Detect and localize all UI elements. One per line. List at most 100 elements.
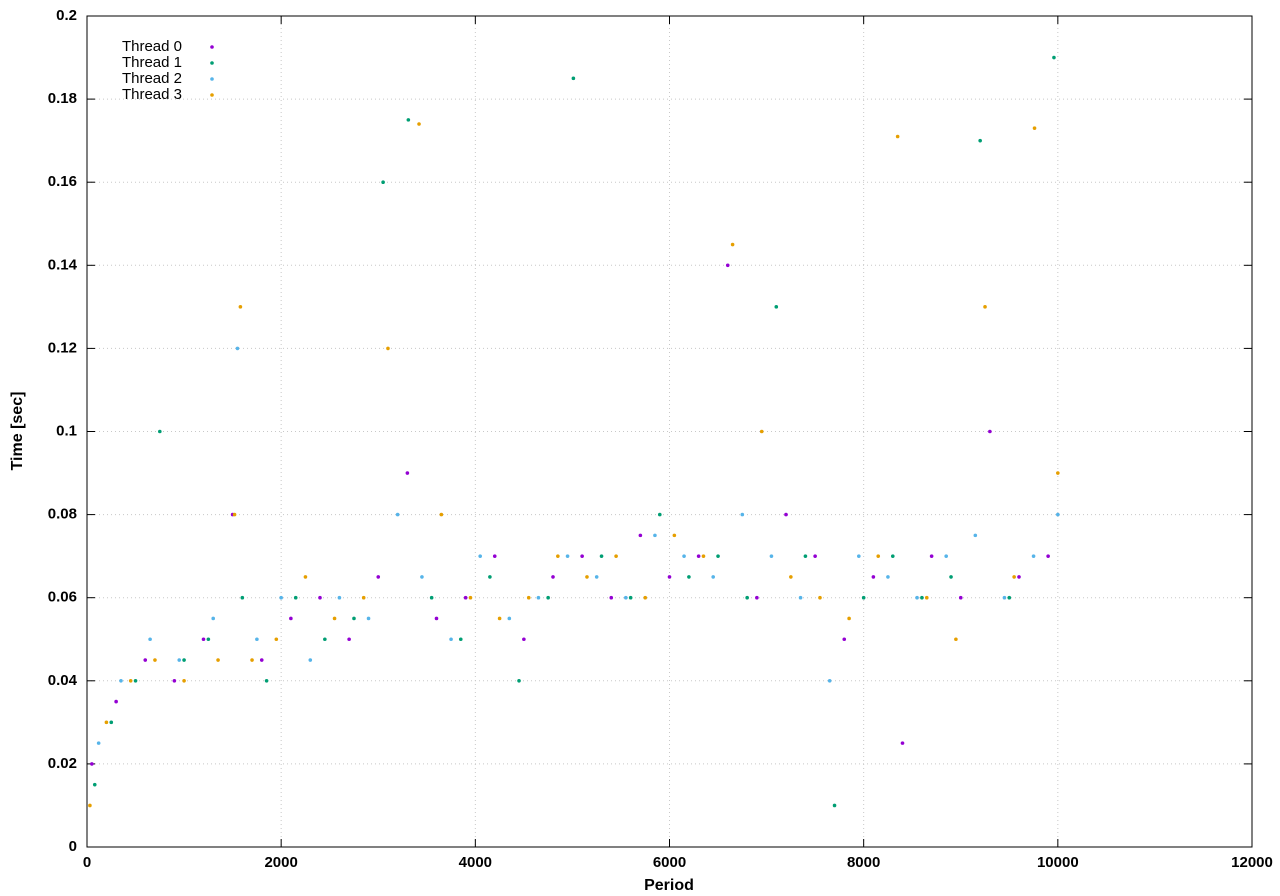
point	[153, 658, 157, 662]
legend-marker	[210, 93, 214, 97]
point	[232, 512, 237, 517]
point	[696, 554, 701, 558]
point	[109, 720, 114, 725]
point	[599, 554, 604, 558]
point	[255, 637, 259, 642]
y-tick-label: 0.12	[48, 339, 77, 356]
point	[114, 699, 118, 704]
point	[439, 512, 444, 517]
x-tick-label: 2000	[264, 854, 297, 871]
point	[182, 679, 186, 683]
point	[488, 575, 492, 579]
point	[886, 575, 890, 579]
point	[672, 533, 677, 538]
series	[90, 263, 1050, 766]
point	[701, 554, 706, 558]
point	[517, 679, 521, 683]
point	[318, 595, 322, 600]
x-tick-label: 6000	[653, 854, 686, 871]
series	[88, 122, 1060, 808]
y-tick-label: 0.08	[48, 506, 77, 523]
point	[274, 637, 279, 642]
point	[847, 616, 851, 621]
point	[958, 595, 963, 600]
point	[264, 679, 269, 683]
point	[434, 616, 439, 621]
point	[240, 595, 245, 600]
point	[1017, 575, 1021, 579]
point	[238, 305, 243, 309]
point	[609, 595, 614, 600]
point	[417, 122, 421, 126]
point	[119, 679, 123, 683]
y-tick-label: 0	[69, 838, 77, 855]
x-tick-label: 4000	[459, 854, 492, 871]
point	[832, 803, 837, 808]
point	[289, 616, 293, 621]
point	[1012, 575, 1016, 579]
point	[725, 263, 730, 268]
point	[687, 575, 691, 579]
y-tick-label: 0.16	[48, 173, 77, 190]
legend-label: Thread 0	[122, 38, 182, 55]
point	[594, 575, 599, 579]
x-tick-label: 0	[83, 854, 91, 871]
point	[497, 616, 502, 621]
point	[565, 554, 570, 558]
point	[784, 512, 788, 517]
point	[90, 762, 94, 766]
x-tick-label: 10000	[1037, 854, 1079, 871]
point	[104, 720, 109, 725]
point	[1046, 554, 1050, 558]
point	[405, 471, 410, 475]
point	[507, 616, 512, 621]
legend-label: Thread 1	[122, 54, 182, 71]
point	[259, 658, 264, 662]
point	[973, 533, 978, 538]
point	[711, 575, 715, 579]
point	[890, 554, 895, 558]
point	[929, 554, 934, 558]
point	[536, 595, 541, 600]
point	[182, 658, 186, 662]
point	[571, 76, 576, 81]
point	[861, 595, 866, 600]
legend-marker	[210, 45, 214, 49]
point	[395, 512, 400, 517]
legend-label: Thread 2	[122, 70, 182, 87]
point	[682, 554, 686, 558]
point	[337, 595, 342, 600]
point	[250, 658, 254, 662]
point	[88, 803, 92, 808]
point	[585, 575, 589, 579]
point	[361, 595, 366, 600]
point	[730, 242, 735, 247]
plot-frame	[86, 15, 1253, 848]
point	[988, 429, 992, 434]
point	[580, 554, 584, 558]
series	[96, 346, 1060, 745]
point	[628, 595, 633, 600]
point	[716, 554, 720, 558]
point	[818, 595, 822, 600]
legend-marker	[210, 77, 214, 81]
point	[920, 595, 924, 600]
point	[158, 429, 162, 434]
point	[133, 679, 138, 683]
series	[92, 55, 1056, 808]
point	[900, 741, 905, 745]
point	[842, 637, 847, 642]
point	[386, 346, 390, 351]
point	[944, 554, 948, 558]
point	[915, 595, 919, 600]
point	[206, 637, 211, 642]
point	[1007, 595, 1012, 600]
point	[92, 782, 97, 787]
y-axis-label: Time [sec]	[9, 392, 26, 471]
x-tick-label: 12000	[1231, 854, 1273, 871]
point	[813, 554, 817, 558]
point	[526, 595, 531, 600]
point	[211, 616, 216, 621]
